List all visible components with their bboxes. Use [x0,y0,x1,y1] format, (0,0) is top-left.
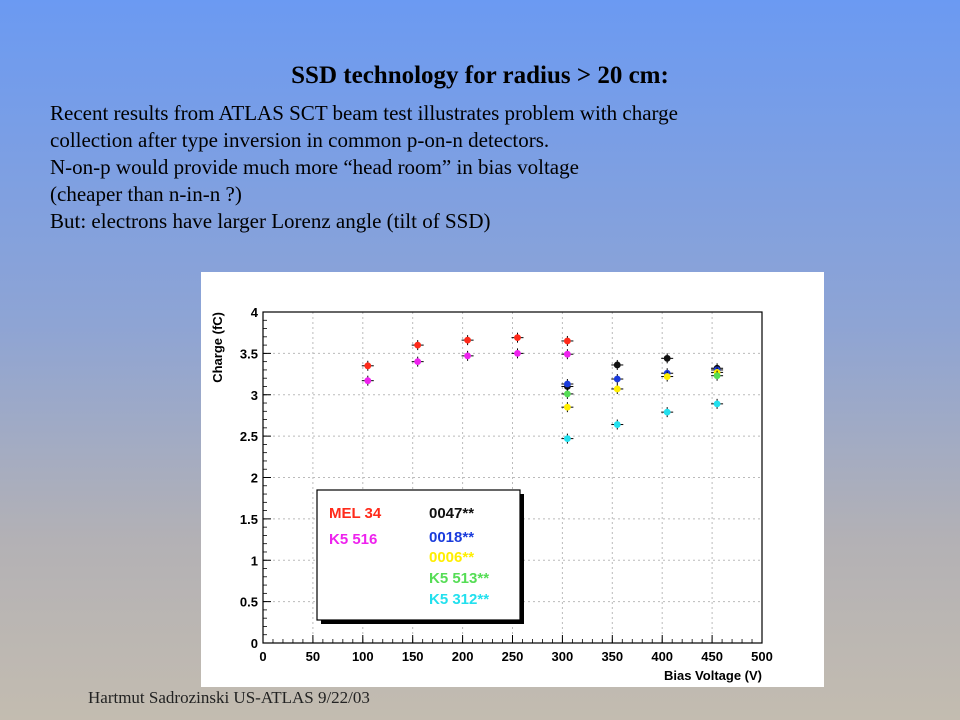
x-tick-label: 0 [259,649,266,664]
y-tick-label: 3.5 [240,346,258,361]
x-tick-label: 100 [352,649,374,664]
data-point [563,403,571,411]
x-tick-label: 400 [651,649,673,664]
x-tick-label: 300 [552,649,574,664]
x-axis-label: Bias Voltage (V) [664,668,762,683]
legend-entry: MEL 34 [329,505,382,522]
y-tick-label: 0 [251,636,258,651]
legend-entry: 0006** [429,549,474,566]
legend-entry: K5 513** [429,570,489,587]
body-line: collection after type inversion in commo… [50,128,550,152]
footer-credit: Hartmut Sadrozinski US-ATLAS 9/22/03 [88,688,370,707]
chart-panel: 0 0.5 1 1.5 2 2.5 3 3.5 4 0 50 100 150 200 250 300 350 40… [201,272,824,687]
data-point [613,421,621,428]
data-point [563,390,571,398]
body-text: Recent results from ATLAS SCT beam test … [50,100,930,235]
legend-entry: K5 516 [329,531,377,548]
data-point [663,408,671,416]
data-point [464,336,471,344]
data-point [563,435,571,443]
x-tick-label: 50 [306,649,320,664]
y-tick-label: 2.5 [240,429,258,444]
data-point [613,385,621,393]
charge-vs-bias-chart: 0 0.5 1 1.5 2 2.5 3 3.5 4 0 50 100 150 200 250 300 350 40… [210,305,773,683]
x-tick-label: 500 [751,649,773,664]
legend-entry: K5 312** [429,591,489,608]
body-line: But: electrons have larger Lorenz angle … [50,209,491,233]
y-tick-label: 4 [251,305,259,320]
slide-title: SSD technology for radius > 20 cm: [291,62,669,89]
x-tick-label: 150 [402,649,424,664]
data-point [613,361,621,369]
y-tick-label: 1 [251,553,258,568]
body-line: (cheaper than n-in-n ?) [50,182,242,206]
data-point [514,334,521,342]
body-line: Recent results from ATLAS SCT beam test … [50,101,678,125]
data-point [414,358,422,366]
data-point [364,362,372,370]
data-point [563,380,571,388]
legend-box [316,489,521,621]
legend-entry: 0047** [429,505,474,522]
data-point [414,341,422,349]
data-point [713,400,721,408]
x-tick-label: 450 [701,649,723,664]
data-point [613,375,621,383]
data-point [364,377,372,385]
data-point [713,372,721,380]
data-point [563,337,571,345]
y-axis-label: Charge (fC) [210,312,225,383]
x-tick-label: 250 [502,649,524,664]
y-tick-label: 1.5 [240,512,258,527]
body-line: N-on-p would provide much more “head roo… [50,155,579,179]
x-tick-label: 350 [601,649,623,664]
x-tick-label: 200 [452,649,474,664]
y-tick-label: 2 [251,471,258,486]
y-tick-label: 3 [251,388,258,403]
data-point [663,354,671,362]
data-point [464,352,471,360]
data-point [514,349,521,357]
data-point [563,350,571,358]
legend-entry: 0018** [429,529,474,546]
y-tick-label: 0.5 [240,595,258,610]
data-point [663,373,671,380]
